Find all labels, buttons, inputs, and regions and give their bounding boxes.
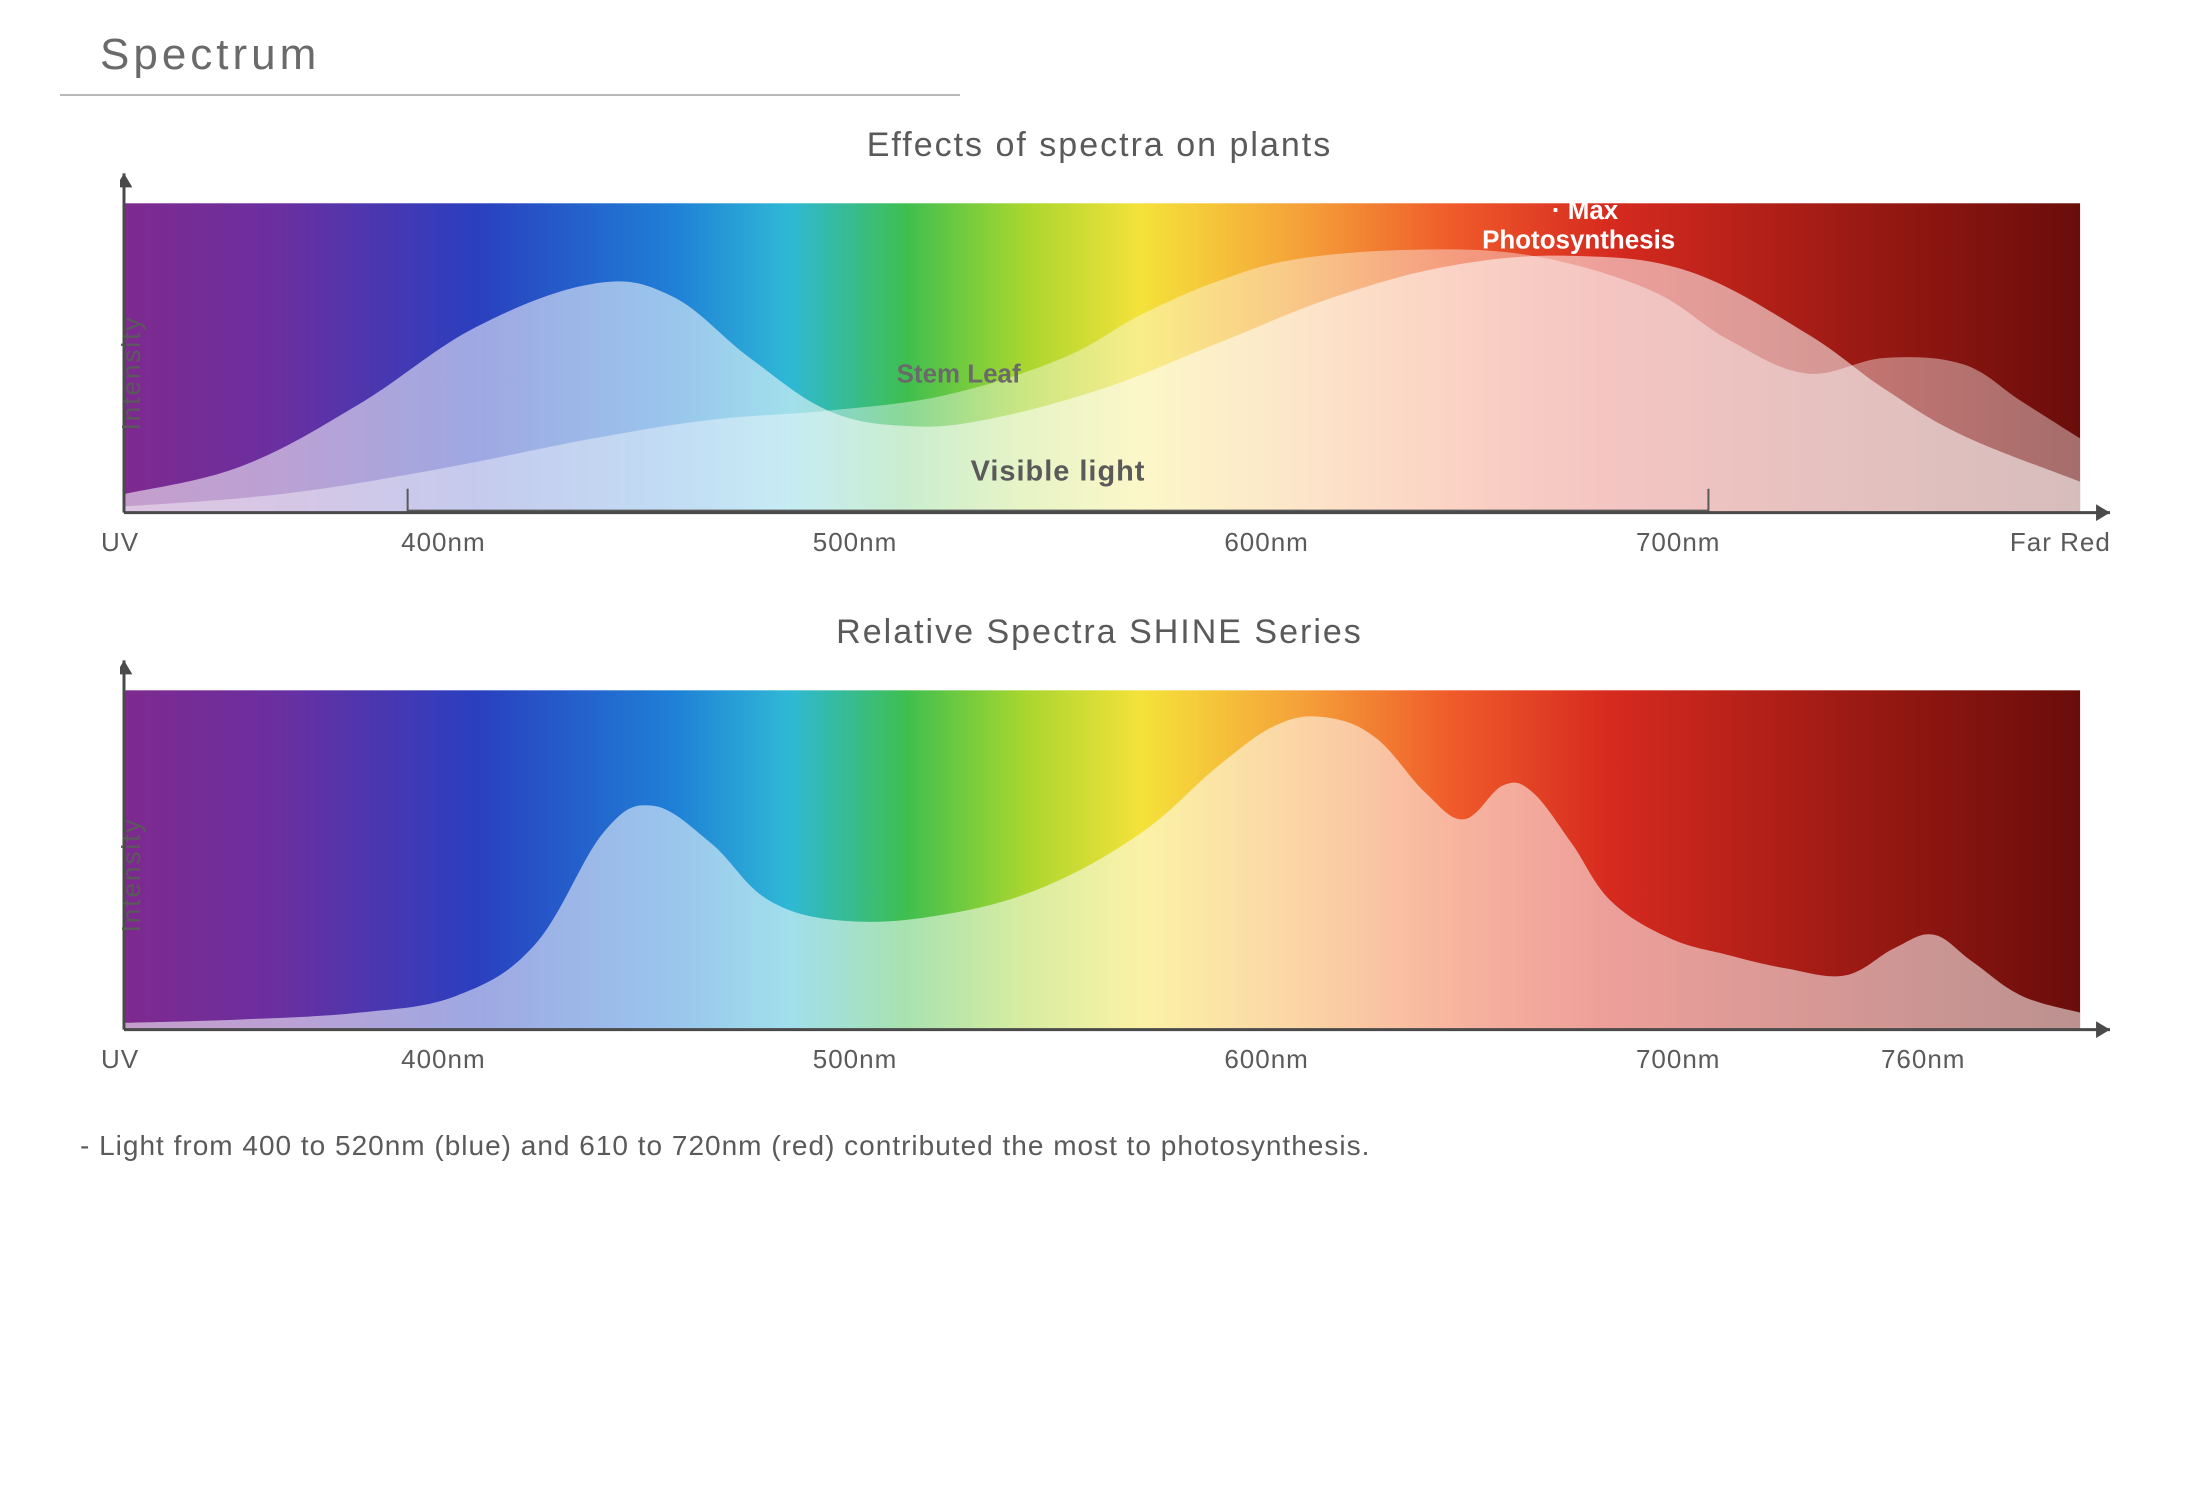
page-root: Spectrum Effects of spectra on plants In… [0, 0, 2199, 1485]
chart1-svg: Visible light Stem Leaf · MaxPhotosynthesi… [120, 173, 2120, 521]
chart2-wrap: Intensity UV400nm500nm600nm700nm760nm [120, 660, 2099, 1090]
footnote: - Light from 400 to 520nm (blue) and 610… [80, 1130, 2139, 1162]
chart2-svg [120, 660, 2120, 1038]
chart2-x-ticks: UV400nm500nm600nm700nm760nm [120, 1044, 2080, 1090]
svg-text:Visible light: Visible light [971, 456, 1146, 488]
chart1-y-label: Intensity [116, 316, 147, 431]
x-tick-label: 500nm [813, 1044, 898, 1075]
svg-text:Stem Leaf: Stem Leaf [897, 361, 1021, 389]
x-tick-label: 400nm [401, 527, 486, 558]
x-tick-label: 600nm [1224, 1044, 1309, 1075]
x-tick-label: UV [101, 1044, 139, 1075]
chart2-y-label: Intensity [116, 818, 147, 933]
x-tick-label: 500nm [813, 527, 898, 558]
x-tick-label: 400nm [401, 1044, 486, 1075]
title-underline [60, 94, 960, 96]
chart2-title: Relative Spectra SHINE Series [60, 613, 2139, 652]
x-tick-label: 600nm [1224, 527, 1309, 558]
section-title: Spectrum [60, 20, 2139, 94]
chart1-wrap: Intensity Visible lightStem Leaf· MaxPho… [120, 173, 2099, 573]
x-tick-label: Far Red [2010, 527, 2111, 558]
x-tick-label: 700nm [1636, 527, 1721, 558]
x-tick-label: 760nm [1881, 1044, 1966, 1075]
x-tick-label: UV [101, 527, 139, 558]
svg-text:· Max: · Max [1552, 197, 1619, 225]
x-tick-label: 700nm [1636, 1044, 1721, 1075]
svg-text:Photosynthesis: Photosynthesis [1482, 227, 1675, 255]
chart1-x-ticks: UV400nm500nm600nm700nmFar Red [120, 527, 2080, 573]
chart1-title: Effects of spectra on plants [60, 126, 2139, 165]
